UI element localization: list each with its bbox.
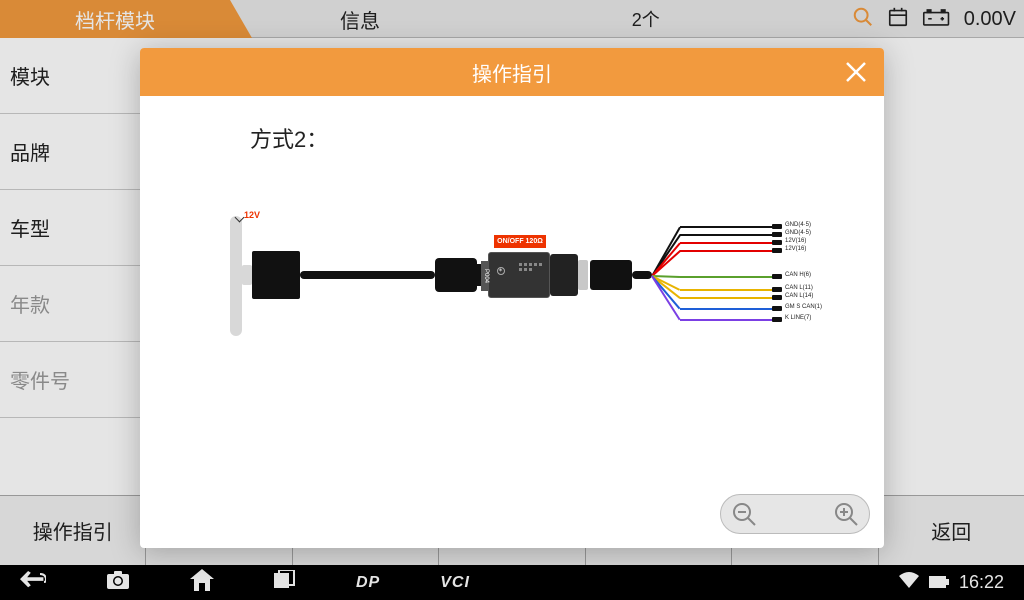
module-box: P004 ON/OFF 120Ω [488,252,550,298]
wire-label-0: GND(4·5) [785,222,811,228]
modal-body: 方式2： 12V P004 ON/OFF 120Ω GND(4·5) GND(4·… [140,96,884,548]
close-icon[interactable] [842,58,870,86]
connector-a [252,251,300,299]
cable-1 [300,271,435,279]
wire-5 [680,289,775,291]
zoom-control [720,494,870,534]
connector-d [590,260,632,290]
wire-3 [680,250,775,252]
wire-tip-7 [772,306,782,311]
wire-fanout: GND(4·5)GND(4·5)12V(16)12V(16)CAN H(6)CA… [652,226,822,326]
wire-0 [680,226,775,228]
wire-7 [680,308,775,310]
wire-tip-8 [772,317,782,322]
wire-tip-1 [772,232,782,237]
wire-2 [680,242,775,244]
module-side-label: P004 [481,261,489,291]
wire-4 [680,276,775,278]
wire-tip-4 [772,274,782,279]
wire-label-3: 12V(16) [785,246,806,252]
wire-label-6: CAN L(14) [785,293,813,299]
wire-tip-3 [772,248,782,253]
wire-label-1: GND(4·5) [785,230,811,236]
module-switch-label: ON/OFF 120Ω [494,235,546,248]
module-chip-icon [497,267,505,275]
wire-tip-2 [772,240,782,245]
modal: 操作指引 方式2： 12V P004 ON/OFF 120Ω GND(4·5) G… [140,48,884,548]
wire-6 [680,297,775,299]
zoom-out-icon[interactable] [729,499,759,529]
connector-c [550,254,578,296]
wiring-diagram: 12V P004 ON/OFF 120Ω GND(4·5)GND(4·5)12V… [230,216,840,346]
wire-label-7: GM S CAN(1) [785,304,822,310]
wire-label-8: K LINE(7) [785,315,811,321]
modal-title: 操作指引 [472,58,552,87]
connector-b [435,258,477,292]
wire-label-2: 12V(16) [785,238,806,244]
method-label: 方式2： [250,122,834,154]
module-pins [519,263,543,271]
wire-8 [680,319,775,321]
wire-tip-6 [772,295,782,300]
cable-2 [632,271,652,279]
wire-label-5: CAN L(11) [785,285,813,291]
modal-header: 操作指引 [140,48,884,96]
wire-tip-5 [772,287,782,292]
zoom-in-icon[interactable] [831,499,861,529]
wire-label-4: CAN H(6) [785,272,811,278]
wire-1 [680,234,775,236]
power-label: 12V [244,210,260,220]
wire-tip-0 [772,224,782,229]
